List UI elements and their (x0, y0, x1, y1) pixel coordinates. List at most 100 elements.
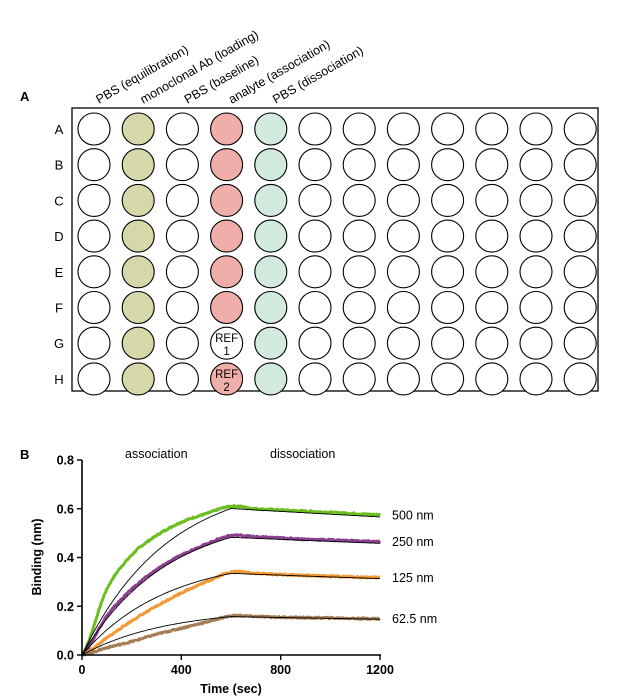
well (475, 255, 509, 289)
well (475, 219, 509, 253)
fit-line (81, 616, 380, 656)
well (386, 290, 420, 325)
well (165, 183, 199, 217)
well (165, 219, 199, 253)
row-label: H (54, 372, 63, 387)
row-label: D (54, 229, 63, 244)
well (563, 326, 597, 360)
well (77, 326, 111, 360)
well (386, 326, 420, 360)
well (210, 362, 244, 396)
well (342, 326, 376, 360)
association-label: association (125, 447, 188, 461)
row-label: F (55, 301, 63, 316)
row-label: E (55, 265, 64, 280)
well (386, 219, 420, 253)
series-line (80, 504, 382, 656)
series-label: 125 nm (392, 571, 434, 585)
well (475, 112, 509, 146)
row-label: G (54, 336, 64, 351)
well (121, 362, 155, 396)
well (210, 183, 244, 217)
well (298, 112, 332, 146)
well (77, 148, 111, 182)
well (563, 362, 597, 396)
well (342, 255, 376, 289)
fit-line (81, 536, 381, 656)
well (386, 183, 420, 217)
well (210, 326, 244, 360)
well (254, 183, 288, 217)
well (563, 148, 597, 182)
fit-line (81, 572, 381, 656)
well (77, 112, 111, 146)
well (121, 148, 155, 182)
well (165, 362, 199, 396)
well (342, 148, 376, 182)
x-axis-title: Time (sec) (200, 682, 262, 696)
x-tick-label: 400 (171, 663, 192, 677)
well (210, 112, 244, 146)
well (519, 112, 553, 146)
well (519, 326, 553, 360)
well (431, 183, 465, 217)
well (210, 290, 244, 325)
well (254, 290, 288, 325)
well (77, 362, 111, 396)
well (165, 290, 199, 325)
well (475, 326, 509, 360)
series-line (81, 613, 381, 657)
well (342, 183, 376, 217)
y-tick-label: 0.0 (57, 649, 74, 663)
well (563, 183, 597, 217)
well (386, 255, 420, 289)
axis-ticks: 0 400 800 1200 0.0 0.2 0.4 0.6 0.8 (57, 454, 394, 678)
well (121, 183, 155, 217)
well (210, 219, 244, 253)
well (431, 148, 465, 182)
series-line (81, 533, 382, 657)
binding-chart: 500 nm 250 nm 125 nm 62.5 nm 0 400 800 1200 0.0… (30, 454, 437, 697)
well (431, 112, 465, 146)
well (254, 148, 288, 182)
row-label: B (55, 158, 64, 173)
well (121, 255, 155, 289)
well (563, 219, 597, 253)
well (386, 362, 420, 396)
dissociation-label: dissociation (270, 447, 335, 461)
fit-curves (81, 508, 381, 656)
well (298, 326, 332, 360)
well (519, 362, 553, 396)
well (342, 219, 376, 253)
well (342, 290, 376, 325)
well-label-top: REF (215, 369, 238, 381)
well (254, 326, 288, 360)
well (210, 255, 244, 289)
plate-row-labels: A B C D E F G H (54, 122, 64, 387)
well (431, 362, 465, 396)
y-tick-label: 0.6 (57, 502, 74, 516)
data-series: 500 nm 250 nm 125 nm 62.5 nm (80, 504, 437, 657)
well (431, 326, 465, 360)
well (77, 183, 111, 217)
well (431, 290, 465, 325)
well (298, 219, 332, 253)
well (519, 290, 553, 325)
well-label-bottom: 1 (223, 346, 229, 358)
well (121, 326, 155, 360)
panel-b-letter: B (20, 447, 29, 462)
y-tick-label: 0.8 (57, 454, 74, 468)
well (210, 148, 244, 182)
y-axis-title: Binding (nm) (30, 518, 44, 595)
well (519, 255, 553, 289)
well (298, 290, 332, 325)
well (431, 255, 465, 289)
well (519, 219, 553, 253)
well (77, 255, 111, 289)
well (254, 255, 288, 289)
well (298, 183, 332, 217)
plate-outline (71, 107, 599, 392)
fit-line (81, 508, 380, 656)
well (254, 362, 288, 396)
